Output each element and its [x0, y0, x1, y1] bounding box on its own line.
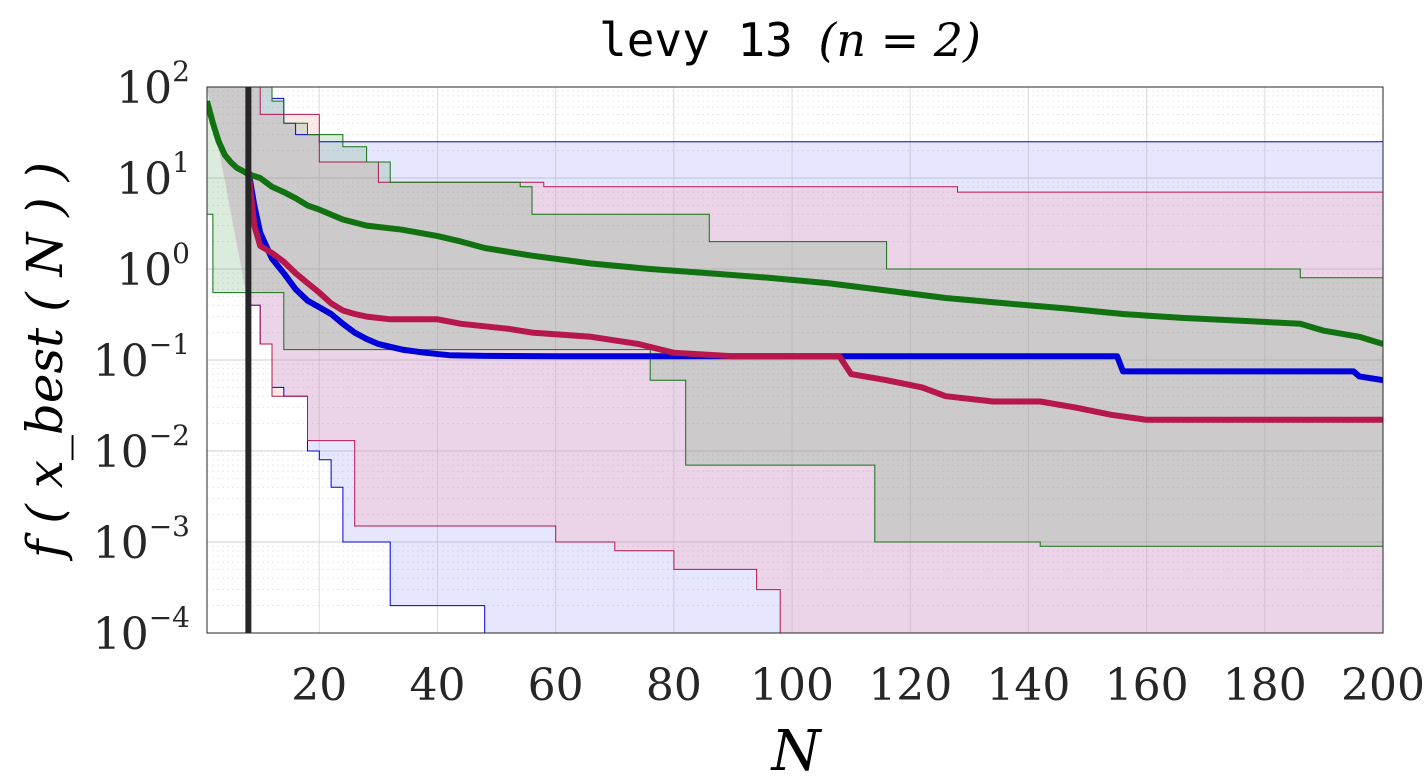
band-series-0 — [207, 87, 1383, 633]
x-tick-label-8: 180 — [1223, 660, 1307, 711]
y-tick-label-5: 101 — [116, 146, 190, 205]
band-series-2 — [207, 87, 1383, 547]
chart-title-function: levy 13 — [599, 13, 793, 67]
plot-border — [206, 86, 1384, 634]
median-line-series-0 — [245, 170, 1383, 384]
median-line-series-1 — [245, 170, 1383, 423]
x-tick-label-3: 80 — [646, 660, 702, 711]
band-upper-edge-series-2 — [207, 87, 1383, 284]
x-tick-label-2: 60 — [528, 660, 584, 711]
y-tick-label-4: 100 — [116, 237, 190, 296]
x-tick-label-5: 120 — [868, 660, 952, 711]
y-tick-label-0: 10−4 — [93, 601, 190, 660]
y-tick-label-1: 10−3 — [93, 510, 190, 569]
x-tick-label-6: 140 — [986, 660, 1070, 711]
x-tick-labels: 20 40 60 80 100 120 140 160 180 200 — [291, 660, 1425, 711]
median-line-series-2 — [207, 100, 1383, 347]
band-edges — [207, 87, 1383, 633]
x-tick-label-4: 100 — [750, 660, 834, 711]
x-axis-label: N — [770, 719, 823, 778]
band-lower-edge-series-2 — [207, 213, 1383, 547]
bands — [207, 87, 1383, 633]
band-lower-edge-series-1 — [248, 304, 781, 633]
y-tick-label-6: 102 — [116, 55, 190, 114]
chart-title-dimension: (n = 2) — [818, 13, 981, 67]
x-tick-label-0: 20 — [291, 660, 347, 711]
x-tick-label-9: 200 — [1341, 660, 1425, 711]
band-series-1 — [207, 87, 1383, 633]
y-tick-labels: 10−4 10−3 10−2 10−1 100 101 102 — [93, 55, 190, 660]
chart-title: levy 13 (n = 2) — [599, 13, 981, 67]
y-tick-label-3: 10−1 — [93, 328, 190, 387]
x-tick-label-7: 160 — [1105, 660, 1189, 711]
median-lines — [207, 100, 1383, 423]
y-axis-label: f ( x_best ( N ) ) — [16, 162, 74, 562]
x-tick-label-1: 40 — [409, 660, 465, 711]
y-tick-label-2: 10−2 — [93, 419, 190, 478]
